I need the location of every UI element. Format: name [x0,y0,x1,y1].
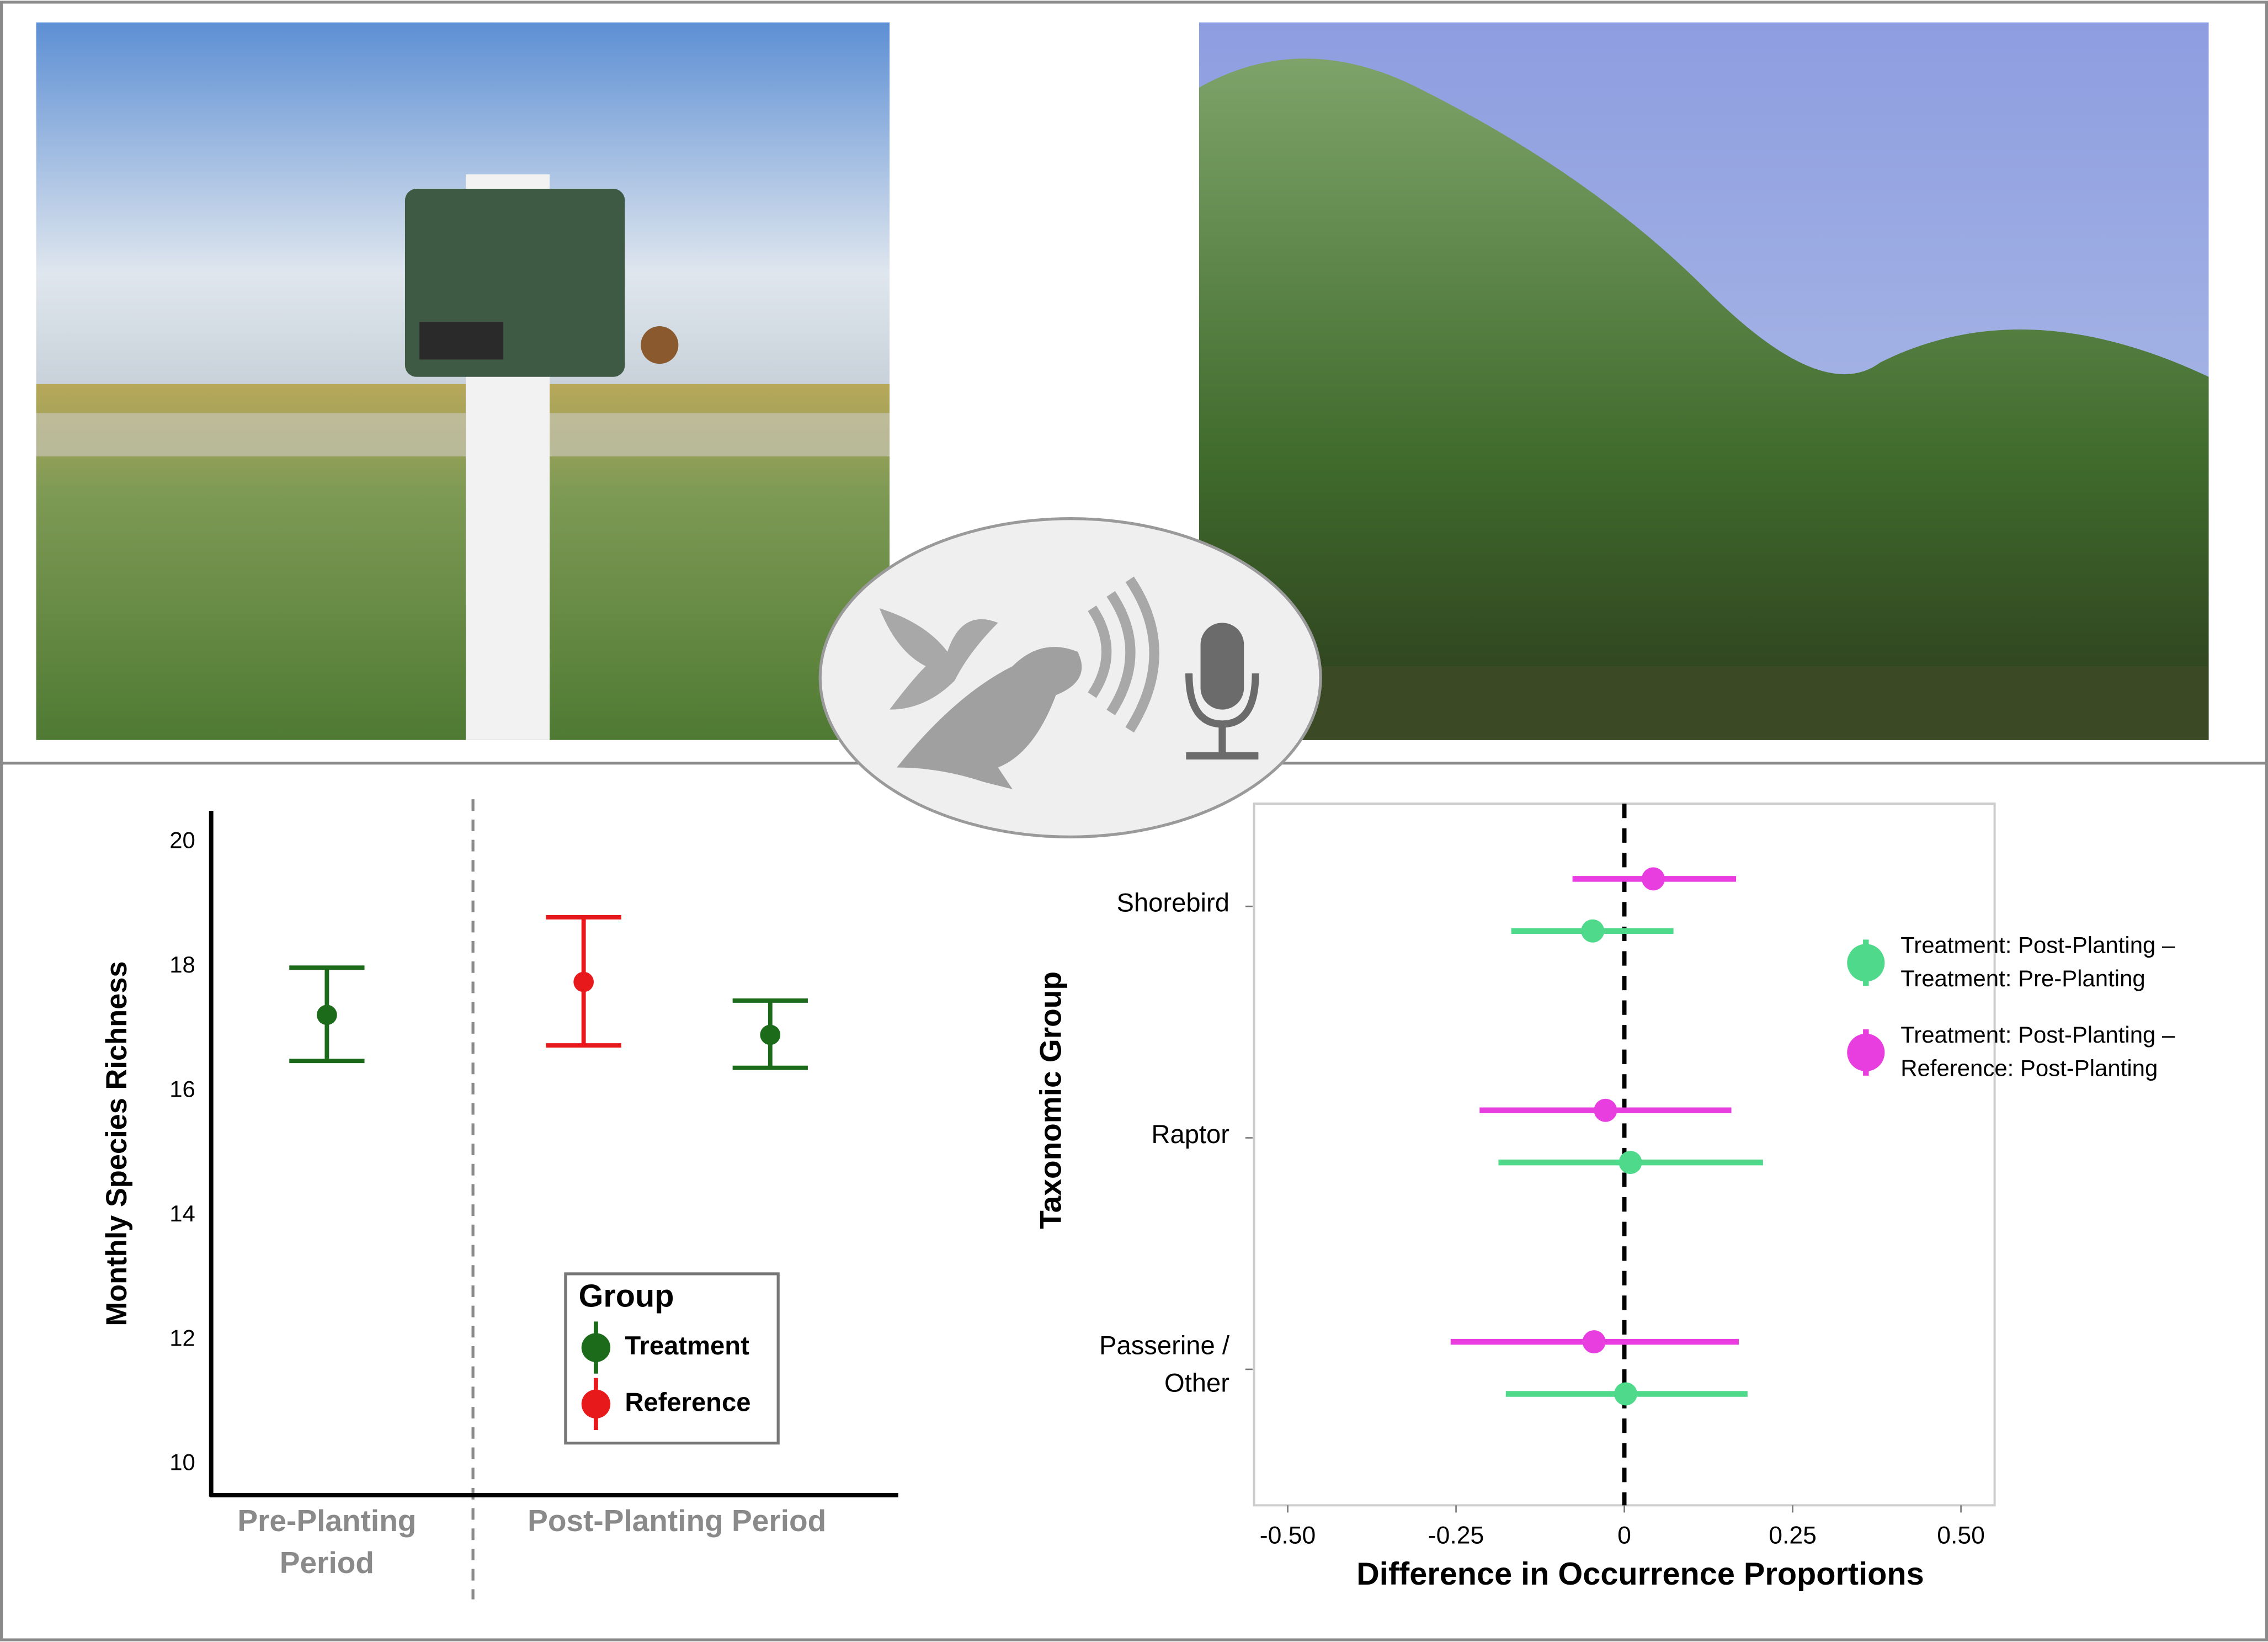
point [1619,1151,1642,1175]
x-tick-label: 0.25 [1769,1522,1817,1549]
y-tick-label: 14 [169,1200,195,1226]
legend-symbol [1847,1033,1885,1071]
legend-title: Group [578,1279,674,1314]
y-axis-title: Taxonomic Group [1034,971,1068,1229]
photo-recorder [36,22,890,740]
x-tick-label: Pre-Planting Period [237,1503,416,1579]
y-tick-label: 18 [169,952,195,977]
y-tick-label: 10 [169,1449,195,1475]
point [1614,1382,1637,1406]
point [573,971,594,992]
legend-symbol [1847,944,1885,982]
photo-grass [1199,22,2209,740]
legend-label: Reference [625,1387,750,1416]
y-tick-label: 20 [169,827,195,853]
x-tick-label: Post-Planting Period [528,1503,826,1537]
x-tick-label: 0.50 [1937,1522,1985,1549]
legend-symbol [581,1333,611,1362]
point [760,1024,781,1045]
point [1581,919,1605,943]
x-tick-label: -0.25 [1428,1522,1484,1549]
point [317,1005,337,1025]
x-axis-title: Difference in Occurrence Proportions [1356,1556,1924,1592]
legend-symbol [581,1389,611,1419]
point [1582,1330,1606,1354]
point [1642,867,1665,891]
y-tick-label: Shorebird [1116,888,1229,917]
icon-ellipse [818,517,1322,838]
y-tick-label: 16 [169,1076,195,1102]
x-tick-label: -0.50 [1260,1522,1316,1549]
legend-label: Treatment: Post-Planting – Reference: Pos… [1900,1022,2175,1081]
x-tick-label: 0 [1617,1522,1631,1549]
point [1594,1098,1617,1122]
y-axis-title: Monthly Species Richness [101,961,133,1326]
y-tick-label: Passerine / Other [1099,1331,1230,1397]
legend-label: Treatment: Post-Planting – Treatment: Pre… [1900,932,2175,991]
y-tick-label: Raptor [1151,1119,1229,1149]
y-tick-label: 12 [169,1325,195,1351]
legend-label: Treatment [625,1331,749,1360]
